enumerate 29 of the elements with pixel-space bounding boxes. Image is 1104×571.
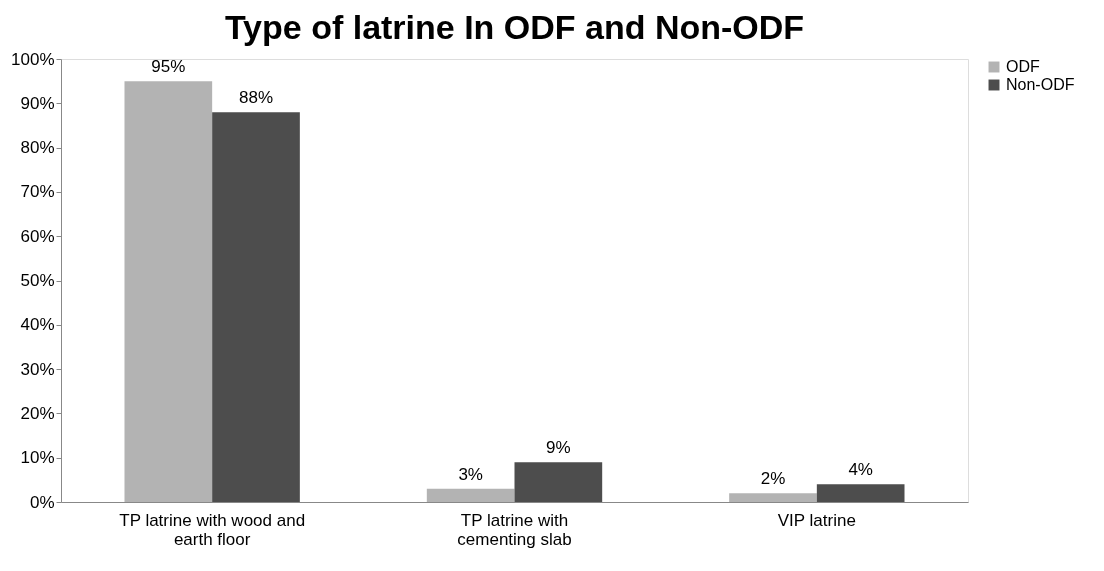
- bar: [124, 81, 213, 502]
- y-tick-label: 90%: [20, 93, 55, 113]
- data-label: 4%: [848, 460, 873, 480]
- bar: [729, 493, 817, 502]
- y-tick-label: 10%: [20, 448, 55, 468]
- x-tick-label: TP latrine with wood and earth floor: [119, 510, 306, 549]
- y-tick-label: 80%: [20, 138, 55, 158]
- x-tick-label: TP latrine with cementing slab: [457, 510, 572, 549]
- y-tick-label: 100%: [11, 49, 55, 69]
- x-tick-label: VIP latrine: [777, 510, 856, 530]
- y-tick-label: 60%: [20, 226, 55, 246]
- y-tick-label: 70%: [20, 182, 55, 202]
- data-label: 3%: [458, 464, 483, 484]
- bar: [514, 462, 603, 502]
- bar: [816, 484, 905, 502]
- legend-label: ODF: [1006, 58, 1040, 75]
- bar: [212, 112, 300, 502]
- y-tick-label: 40%: [20, 315, 55, 335]
- y-tick-label: 30%: [20, 359, 55, 379]
- legend-label: Non-ODF: [1006, 76, 1075, 93]
- y-tick-label: 50%: [20, 271, 55, 290]
- data-label: 9%: [546, 438, 571, 458]
- y-tick-label: 20%: [20, 403, 55, 423]
- bar: [426, 488, 515, 502]
- data-label: 2%: [760, 469, 786, 489]
- data-label: 88%: [238, 88, 274, 108]
- data-label: 95%: [151, 57, 186, 77]
- chart-title: Type of latrine In ODF and Non-ODF: [224, 8, 805, 46]
- y-tick-label: 0%: [29, 492, 55, 512]
